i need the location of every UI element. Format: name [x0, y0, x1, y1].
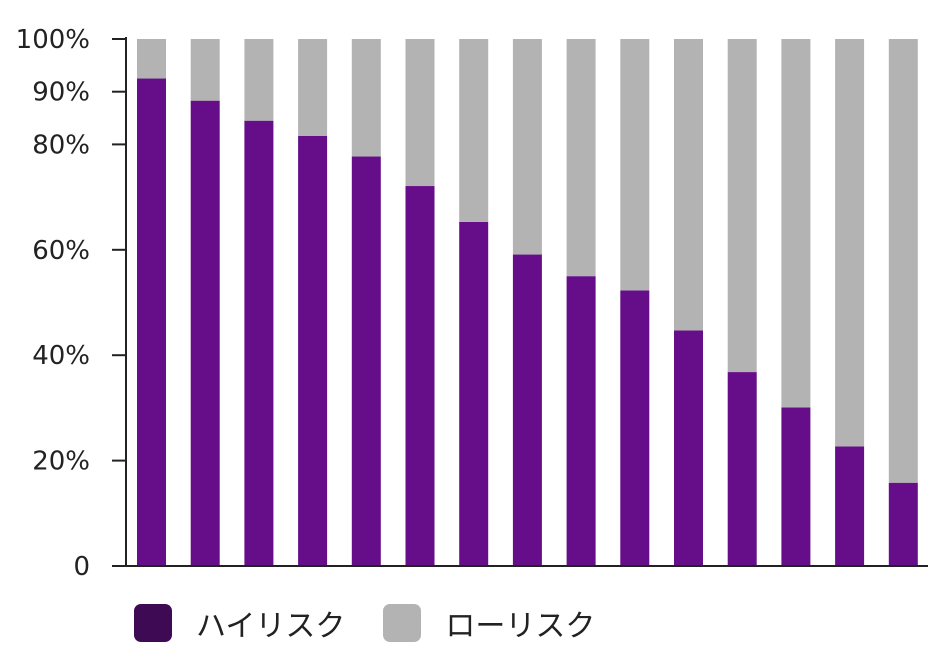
- bar-low-risk: [405, 39, 435, 187]
- bar-high-risk: [244, 120, 274, 566]
- bar-high-risk: [405, 186, 435, 566]
- bar-low-risk: [674, 39, 703, 331]
- bar-high-risk: [781, 407, 811, 566]
- legend-label-low-risk: ローリスク: [445, 609, 596, 644]
- legend: ハイリスク ローリスク: [134, 601, 633, 645]
- bar-high-risk: [298, 135, 328, 566]
- bar-low-risk: [620, 39, 650, 291]
- bar-low-risk: [298, 39, 328, 136]
- legend-label-high-risk: ハイリスク: [196, 609, 346, 644]
- legend-swatch-low-risk: [383, 604, 422, 642]
- bar-low-risk: [835, 39, 865, 447]
- bar-low-risk: [244, 39, 274, 121]
- y-tick-label: 20%: [32, 447, 90, 477]
- y-tick-label: 90%: [32, 78, 90, 108]
- bar-high-risk: [674, 330, 703, 566]
- y-tick-label: 100%: [16, 25, 90, 55]
- legend-item-low-risk: ローリスク: [383, 601, 595, 645]
- bar-low-risk: [512, 39, 542, 255]
- bar-high-risk: [190, 100, 220, 566]
- y-tick-label: 0: [73, 552, 90, 582]
- bar-high-risk: [620, 290, 650, 566]
- bar-low-risk: [727, 39, 757, 373]
- bar-low-risk: [888, 39, 918, 483]
- bar-high-risk: [512, 254, 542, 566]
- bar-low-risk: [351, 39, 381, 157]
- bar-low-risk: [566, 39, 596, 277]
- bar-high-risk: [835, 446, 865, 566]
- legend-item-high-risk: ハイリスク: [134, 601, 345, 645]
- bar-high-risk: [351, 156, 381, 566]
- y-tick-label: 40%: [32, 341, 90, 371]
- bar-low-risk: [781, 39, 811, 408]
- bar-high-risk: [888, 482, 918, 566]
- bar-high-risk: [566, 276, 596, 566]
- y-tick-label: 60%: [32, 236, 90, 266]
- bar-low-risk: [190, 39, 220, 101]
- bar-high-risk: [727, 372, 757, 566]
- y-axis-ticks: 0 20% 40% 60% 80% 90% 100%: [16, 25, 126, 582]
- legend-swatch-high-risk: [134, 604, 172, 642]
- bars-group: [137, 39, 918, 567]
- y-tick-label: 80%: [32, 130, 90, 160]
- bar-low-risk: [137, 39, 166, 79]
- bar-low-risk: [459, 39, 489, 222]
- bar-high-risk: [137, 78, 166, 567]
- bar-high-risk: [459, 221, 489, 566]
